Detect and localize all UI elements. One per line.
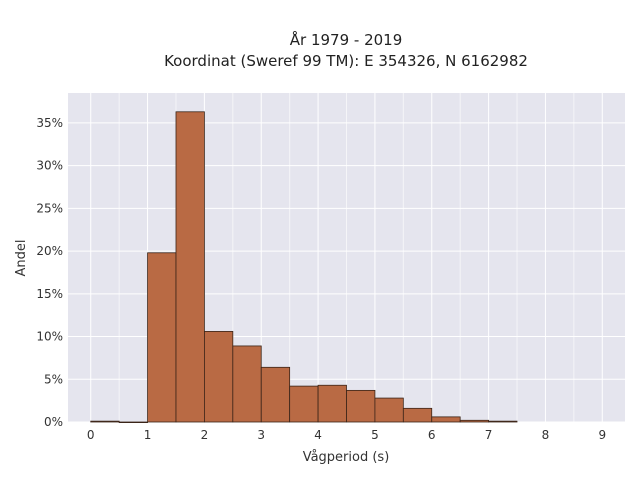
x-axis-label: Vågperiod (s): [303, 450, 390, 465]
y-tick-label: 30%: [36, 159, 63, 173]
y-tick-label: 35%: [36, 116, 63, 130]
histogram-bar: [90, 420, 120, 423]
histogram-bar: [204, 331, 234, 423]
x-tick-label: 1: [144, 428, 152, 442]
chart-title-line2: Koordinat (Sweref 99 TM): E 354326, N 61…: [164, 52, 528, 70]
histogram-bar: [402, 407, 433, 423]
x-tick-label: 2: [201, 428, 209, 442]
histogram-bar: [289, 385, 319, 423]
histogram-bar: [118, 421, 148, 424]
x-tick-label: 7: [485, 428, 493, 442]
y-tick-label: 25%: [36, 201, 63, 215]
histogram-bar: [260, 366, 291, 423]
chart-title-line1: År 1979 - 2019: [290, 30, 403, 49]
tick-labels: 0 1 2 3 4 5 6 7 8 9 0% 5% 10% 15% 20% 25% 30% 35%: [36, 116, 606, 442]
x-tick-label: 6: [428, 428, 436, 442]
y-tick-label: 5%: [44, 372, 63, 386]
y-axis-label: Andel: [14, 240, 29, 277]
y-tick-label: 20%: [36, 244, 63, 258]
histogram-bar: [374, 397, 404, 423]
x-tick-label: 5: [371, 428, 379, 442]
y-tick-label: 10%: [36, 330, 63, 344]
histogram-bar: [431, 416, 461, 423]
histogram-bar: [459, 419, 489, 423]
histogram-bar: [346, 389, 376, 423]
x-tick-label: 8: [542, 428, 550, 442]
histogram-bar: [232, 345, 262, 423]
histogram-bar: [175, 111, 205, 423]
x-tick-label: 9: [598, 428, 606, 442]
histogram-bar: [317, 384, 347, 423]
y-tick-label: 0%: [44, 415, 63, 429]
histogram-bar: [488, 420, 518, 423]
bars: [90, 111, 518, 424]
y-tick-label: 15%: [36, 287, 63, 301]
x-tick-label: 4: [314, 428, 322, 442]
histogram-bar: [147, 252, 177, 423]
x-tick-label: 3: [257, 428, 265, 442]
x-tick-label: 0: [87, 428, 95, 442]
